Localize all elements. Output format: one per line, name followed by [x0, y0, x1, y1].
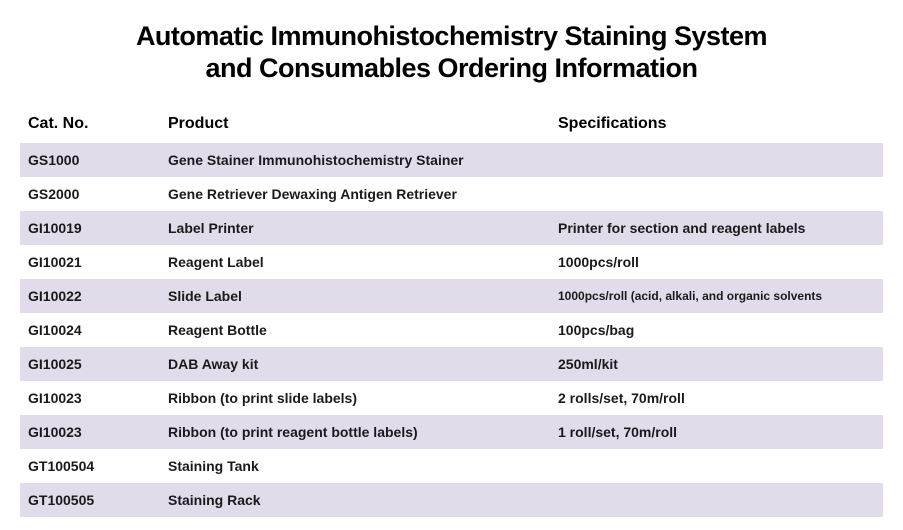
table-row: GI10019Label PrinterPrinter for section …	[20, 211, 883, 245]
cell-spec: Printer for section and reagent labels	[558, 220, 875, 236]
cell-cat-no: GI10019	[28, 220, 168, 236]
cell-cat-no: GI10023	[28, 390, 168, 406]
cell-product: Staining Tank	[168, 458, 558, 474]
table-header-row: Cat. No. Product Specifications	[20, 107, 883, 143]
header-spec: Specifications	[558, 115, 875, 133]
table-row: GI10023Ribbon (to print slide labels)2 r…	[20, 381, 883, 415]
cell-product: Gene Stainer Immunohistochemistry Staine…	[168, 152, 558, 168]
table-row: GI10025DAB Away kit250ml/kit	[20, 347, 883, 381]
ordering-table: Cat. No. Product Specifications GS1000Ge…	[20, 107, 883, 517]
cell-cat-no: GT100504	[28, 458, 168, 474]
cell-product: Slide Label	[168, 288, 558, 304]
cell-cat-no: GI10022	[28, 288, 168, 304]
table-body: GS1000Gene Stainer Immunohistochemistry …	[20, 143, 883, 517]
table-row: GT100504Staining Tank	[20, 449, 883, 483]
cell-product: Ribbon (to print reagent bottle labels)	[168, 424, 558, 440]
cell-cat-no: GI10021	[28, 254, 168, 270]
table-row: GI10024Reagent Bottle100pcs/bag	[20, 313, 883, 347]
cell-product: DAB Away kit	[168, 356, 558, 372]
table-row: GT100505Staining Rack	[20, 483, 883, 517]
cell-cat-no: GI10025	[28, 356, 168, 372]
cell-product: Reagent Label	[168, 254, 558, 270]
cell-cat-no: GI10023	[28, 424, 168, 440]
title-line-1: Automatic Immunohistochemistry Staining …	[136, 21, 767, 51]
page-title: Automatic Immunohistochemistry Staining …	[20, 20, 883, 85]
table-row: GS2000Gene Retriever Dewaxing Antigen Re…	[20, 177, 883, 211]
table-row: GI10022Slide Label1000pcs/roll (acid, al…	[20, 279, 883, 313]
table-row: GS1000Gene Stainer Immunohistochemistry …	[20, 143, 883, 177]
cell-product: Reagent Bottle	[168, 322, 558, 338]
cell-cat-no: GS1000	[28, 152, 168, 168]
cell-spec: 1 roll/set, 70m/roll	[558, 424, 875, 440]
table-row: GI10023Ribbon (to print reagent bottle l…	[20, 415, 883, 449]
cell-spec: 1000pcs/roll (acid, alkali, and organic …	[558, 289, 875, 303]
header-cat-no: Cat. No.	[28, 115, 168, 133]
table-row: GI10021Reagent Label1000pcs/roll	[20, 245, 883, 279]
cell-spec: 1000pcs/roll	[558, 254, 875, 270]
cell-cat-no: GT100505	[28, 492, 168, 508]
cell-spec: 2 rolls/set, 70m/roll	[558, 390, 875, 406]
cell-product: Label Printer	[168, 220, 558, 236]
cell-product: Gene Retriever Dewaxing Antigen Retrieve…	[168, 186, 558, 202]
cell-cat-no: GS2000	[28, 186, 168, 202]
header-product: Product	[168, 115, 558, 133]
cell-product: Staining Rack	[168, 492, 558, 508]
cell-cat-no: GI10024	[28, 322, 168, 338]
cell-spec: 250ml/kit	[558, 356, 875, 372]
cell-product: Ribbon (to print slide labels)	[168, 390, 558, 406]
cell-spec: 100pcs/bag	[558, 322, 875, 338]
title-line-2: and Consumables Ordering Information	[205, 53, 697, 83]
